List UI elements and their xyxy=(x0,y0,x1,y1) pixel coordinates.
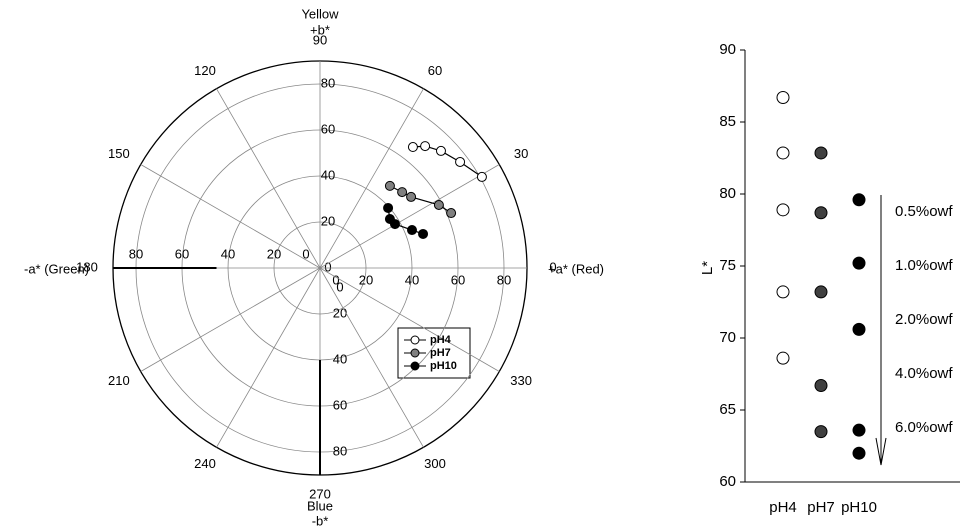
spoke xyxy=(319,267,424,448)
y-tick-label: 75 xyxy=(719,257,736,274)
point xyxy=(776,203,790,217)
spoke xyxy=(140,267,321,372)
point xyxy=(418,228,429,239)
legend-label: pH7 xyxy=(430,347,451,359)
r-tick-label: 80 xyxy=(129,246,143,261)
angle-tick-label: 240 xyxy=(194,456,216,471)
point xyxy=(383,202,394,213)
r-tick-label: 0 xyxy=(332,272,339,287)
y-axis-label: L* xyxy=(699,261,716,275)
x-tick-label: pH10 xyxy=(841,499,877,516)
r-tick-label: 80 xyxy=(321,75,335,90)
angle-tick-label: 150 xyxy=(108,146,130,161)
point xyxy=(814,379,828,393)
angle-tick-label: 210 xyxy=(108,373,130,388)
point xyxy=(814,425,828,439)
angle-tick-label: 120 xyxy=(194,63,216,78)
legend-label: pH10 xyxy=(430,360,457,372)
legend-label: pH4 xyxy=(430,334,452,346)
r-tick-label: 20 xyxy=(333,305,347,320)
point xyxy=(455,156,466,167)
point xyxy=(389,219,400,230)
point xyxy=(852,446,866,460)
angle-tick-label: 180 xyxy=(76,259,98,274)
r-tick-label: 60 xyxy=(175,246,189,261)
r-tick-label: 60 xyxy=(333,397,347,412)
point xyxy=(814,285,828,299)
r-tick-label: 40 xyxy=(333,351,347,366)
r-tick-label: 40 xyxy=(405,272,419,287)
y-tick-label: 80 xyxy=(719,185,736,202)
point xyxy=(852,423,866,437)
y-tick-label: 85 xyxy=(719,113,736,130)
point xyxy=(406,191,417,202)
r-tick-label: 40 xyxy=(321,167,335,182)
axis-label: +a* (Red) xyxy=(548,261,604,276)
spoke xyxy=(216,88,321,269)
point xyxy=(435,145,446,156)
point xyxy=(407,225,417,236)
x-tick-label: pH7 xyxy=(807,499,835,516)
point xyxy=(814,206,828,220)
angle-tick-label: 300 xyxy=(424,456,446,471)
angle-tick-label: 60 xyxy=(428,63,442,78)
axis-label: Blue xyxy=(307,498,333,513)
spoke xyxy=(140,164,321,269)
annotation: 6.0%owf xyxy=(895,419,953,436)
legend-marker xyxy=(410,348,420,358)
r-tick-label: 40 xyxy=(221,246,235,261)
y-tick-label: 65 xyxy=(719,401,736,418)
point xyxy=(776,146,790,160)
point xyxy=(476,171,487,182)
point xyxy=(407,142,418,153)
point xyxy=(776,351,790,365)
angle-tick-label: 90 xyxy=(313,32,327,47)
point xyxy=(776,285,790,299)
angle-tick-label: 0 xyxy=(549,259,556,274)
point xyxy=(814,146,828,160)
r-tick-label: 80 xyxy=(497,272,511,287)
point xyxy=(446,208,457,219)
legend-marker xyxy=(410,335,420,345)
r-tick-label: 0 xyxy=(336,279,343,294)
point xyxy=(433,199,444,210)
point xyxy=(420,141,431,152)
point xyxy=(852,193,866,207)
point xyxy=(397,187,408,198)
axis-label: -a* (Green) xyxy=(24,261,89,276)
spoke xyxy=(319,164,500,269)
r-tick-label: 20 xyxy=(359,272,373,287)
annotation: 0.5%owf xyxy=(895,203,953,220)
x-tick-label: pH4 xyxy=(769,499,797,516)
spoke xyxy=(216,267,321,448)
axis-label: -b* xyxy=(312,513,329,528)
r-tick-label: 0 xyxy=(324,259,331,274)
y-tick-label: 70 xyxy=(719,329,736,346)
r-tick-label: 60 xyxy=(451,272,465,287)
y-tick-label: 60 xyxy=(719,473,736,490)
spoke xyxy=(319,267,500,372)
point xyxy=(852,322,866,336)
arrow-head xyxy=(875,437,887,466)
legend-marker xyxy=(410,361,420,371)
point xyxy=(776,91,790,105)
y-tick-label: 90 xyxy=(719,41,736,58)
r-tick-label: 0 xyxy=(302,246,309,261)
axis-label: Yellow xyxy=(301,6,339,21)
r-tick-label: 20 xyxy=(267,246,281,261)
annotation: 4.0%owf xyxy=(895,365,953,382)
point xyxy=(852,256,866,270)
r-tick-label: 80 xyxy=(333,443,347,458)
angle-tick-label: 30 xyxy=(514,146,528,161)
point xyxy=(384,180,395,191)
spoke xyxy=(319,88,424,269)
annotation: 1.0%owf xyxy=(895,257,953,274)
r-tick-label: 20 xyxy=(321,213,335,228)
r-tick-label: 60 xyxy=(321,121,335,136)
axis-label: +b* xyxy=(310,22,330,37)
angle-tick-label: 270 xyxy=(309,486,331,501)
annotation: 2.0%owf xyxy=(895,311,953,328)
angle-tick-label: 330 xyxy=(510,373,532,388)
